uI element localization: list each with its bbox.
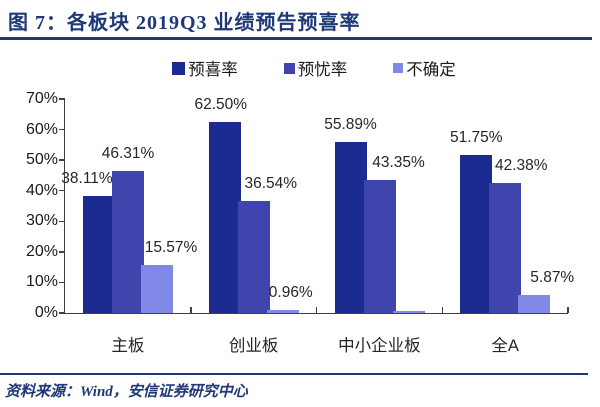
y-axis-tick	[59, 312, 65, 314]
bar-预喜率-主板	[83, 196, 115, 313]
bar-不确定-创业板	[266, 310, 299, 313]
bar-预喜率-全A	[460, 154, 493, 313]
bar-预忧率-创业板	[237, 201, 270, 313]
bar-data-label: 38.11%	[61, 170, 113, 188]
y-axis-tick-label: 50%	[25, 151, 58, 169]
source-note: 资料来源：Wind，安信证券研究中心	[5, 384, 248, 400]
bar-预喜率-中小企业板	[334, 142, 367, 313]
title-divider-line	[0, 37, 592, 40]
legend-label: 预忧率	[297, 61, 348, 79]
x-axis-tick	[315, 307, 318, 313]
y-axis-tick-label: 30%	[25, 212, 58, 230]
legend-swatch-icon	[172, 61, 186, 75]
bar-预忧率-主板	[112, 171, 144, 313]
bar-预喜率-创业板	[208, 121, 241, 313]
x-axis-tick	[190, 307, 192, 313]
y-axis-tick-label: 10%	[25, 273, 58, 291]
y-axis-tick	[59, 220, 65, 223]
bar-data-label: 43.35%	[372, 154, 425, 172]
y-axis-tick	[59, 98, 65, 100]
figure-title: 图 7：各板块 2019Q3 业绩预告预喜率	[8, 12, 361, 34]
legend-swatch-icon	[283, 62, 295, 74]
y-axis-line	[63, 99, 65, 314]
bar-不确定-全A	[518, 295, 551, 313]
bar-data-label: 5.87%	[530, 269, 575, 287]
x-axis-category-label: 中小企业板	[338, 337, 421, 355]
bar-data-label: 62.50%	[194, 95, 248, 113]
y-axis-tick-label: 60%	[25, 120, 58, 138]
bar-data-label: 46.31%	[101, 145, 155, 163]
x-axis-category-label: 主板	[111, 337, 145, 355]
bar-data-label: 36.54%	[244, 175, 298, 193]
x-axis-category-label: 创业板	[228, 337, 279, 355]
bar-data-label: 15.57%	[144, 239, 198, 257]
bar-不确定-主板	[141, 265, 173, 313]
y-axis-tick-label: 70%	[25, 90, 58, 107]
y-axis-tick-label: 20%	[25, 242, 58, 260]
legend-swatch-icon	[393, 63, 404, 73]
bar-data-label: 55.89%	[324, 116, 377, 134]
x-axis-tick	[441, 307, 443, 313]
y-axis-tick	[59, 251, 65, 253]
y-axis-tick	[59, 128, 65, 131]
x-axis-category-label: 全A	[491, 337, 519, 355]
x-axis-tick	[567, 307, 569, 313]
y-axis-tick	[59, 159, 65, 161]
legend-item-buqueding: 不确定	[393, 56, 456, 80]
y-axis-tick-label: 40%	[25, 181, 58, 199]
bar-data-label: 42.38%	[494, 157, 548, 175]
x-axis-line	[65, 312, 568, 314]
legend-item-yuxilv: 预喜率	[172, 56, 238, 80]
y-axis-tick-label: 0%	[34, 304, 58, 321]
footer-divider-line	[0, 373, 588, 375]
bar-不确定-中小企业板	[392, 310, 425, 313]
legend-label: 不确定	[406, 61, 456, 79]
bar-data-label: 0.96%	[268, 284, 313, 302]
y-axis-tick	[59, 281, 65, 284]
bar-预忧率-全A	[489, 183, 522, 313]
bar-data-label: 51.75%	[449, 128, 503, 146]
legend-label: 预喜率	[188, 61, 238, 79]
chart-legend: 预喜率 预忧率 不确定	[0, 56, 600, 80]
bar-预忧率-中小企业板	[363, 180, 396, 313]
y-axis-tick	[59, 189, 65, 192]
legend-item-yuyoulv: 预忧率	[283, 56, 348, 80]
